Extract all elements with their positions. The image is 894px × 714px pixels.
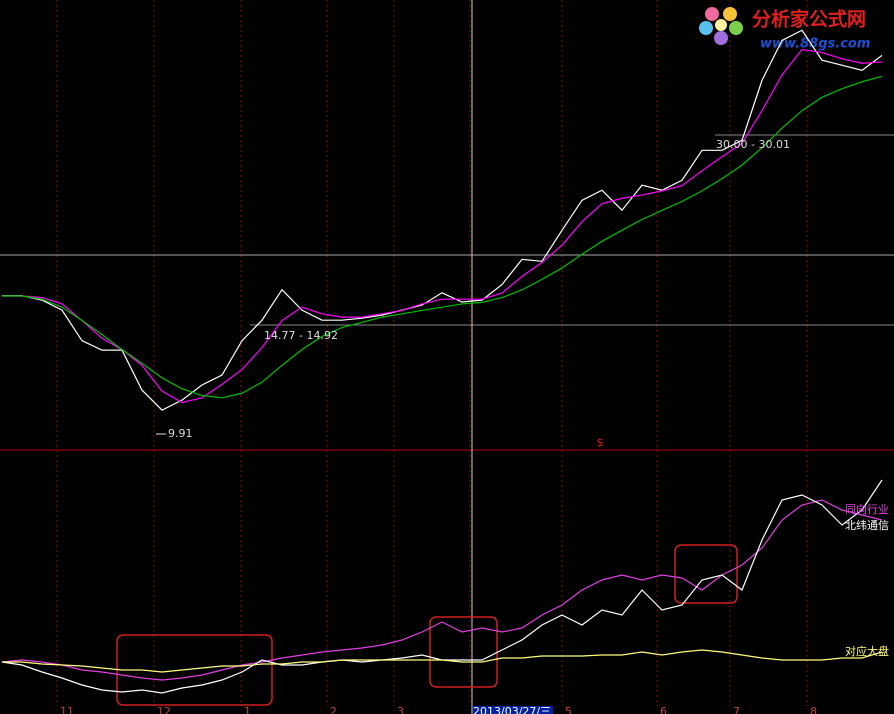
series-line [2, 75, 883, 399]
x-tick-label: 12 [157, 705, 171, 714]
petal [699, 21, 713, 35]
cursor-date-bg [473, 706, 553, 714]
petal [723, 7, 737, 21]
x-tick-label: 11 [60, 705, 74, 714]
x-tick-label: 1 [244, 705, 251, 714]
highlight-box [674, 544, 738, 604]
watermark-url: www.88gs.com [760, 37, 870, 52]
price-annotation: 30.00 - 30.01 [716, 138, 790, 151]
petal [705, 7, 719, 21]
x-tick-label: 3 [397, 705, 404, 714]
watermark-title: 分析家公式网 [752, 8, 866, 31]
x-tick-label: 8 [810, 705, 817, 714]
marker: $ [597, 436, 604, 449]
flower-center [715, 19, 727, 31]
price-annotation: 14.77 - 14.92 [264, 329, 338, 342]
series-line [2, 29, 883, 411]
watermark: 分析家公式网 www.88gs.com [699, 7, 870, 52]
price-annotation: 9.91 [168, 427, 193, 440]
series-line [1, 499, 883, 681]
legend-label: 北纬通信 [845, 519, 889, 532]
x-tick-label: 7 [733, 705, 740, 714]
series-line [2, 649, 883, 673]
series-line [2, 48, 883, 404]
x-tick-label: 6 [660, 705, 667, 714]
petal [714, 31, 728, 45]
x-tick-label: 2 [330, 705, 337, 714]
x-tick-label: 2013/03/27/三 [473, 705, 551, 714]
x-tick-label: 5 [565, 705, 572, 714]
legend-label: 对应大盘 [845, 644, 889, 658]
petal [729, 21, 743, 35]
legend-label: 同向行业 [845, 502, 889, 516]
